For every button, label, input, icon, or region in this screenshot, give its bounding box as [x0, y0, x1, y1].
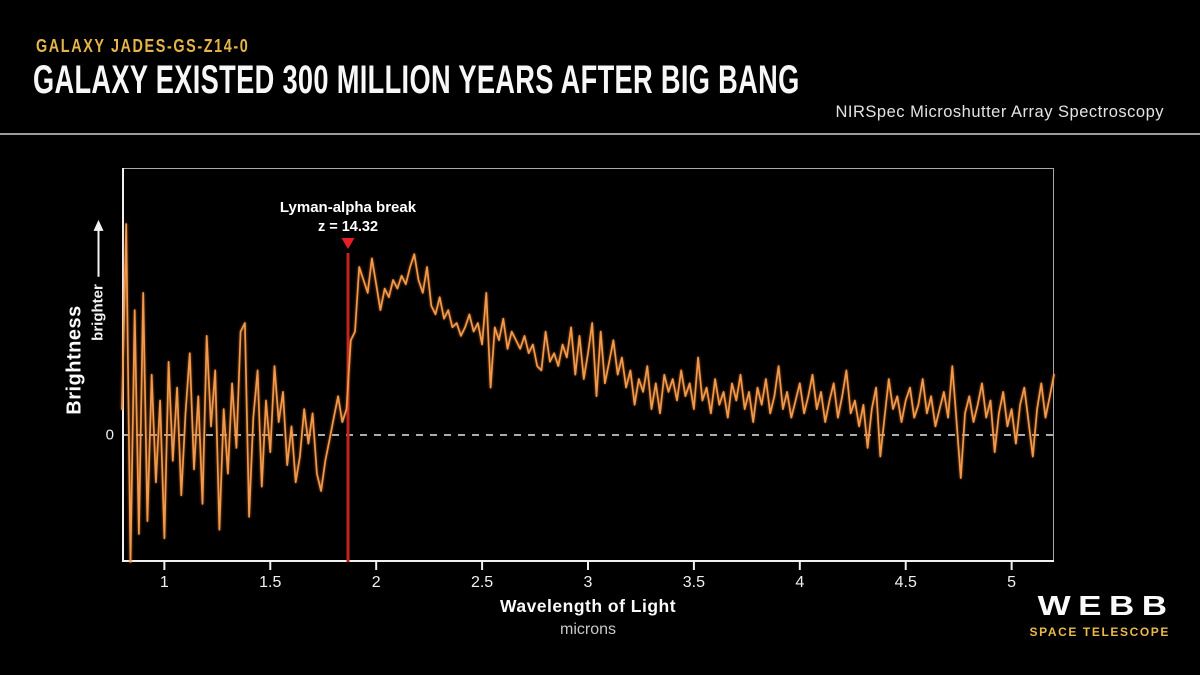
redshift-value-label: z = 14.32 — [317, 218, 379, 235]
y-zero-tick-label: 0 — [105, 426, 114, 444]
spectrum-chart: 1 1.5 2 2.5 3 3.5 4 4.5 5 — [121, 168, 1055, 591]
page-title: GALAXY EXISTED 300 MILLION YEARS AFTER B… — [33, 58, 1160, 103]
x-tick-label: 2 — [372, 574, 381, 591]
galaxy-name-text: GALAXY JADES-GS-Z14-0 — [36, 36, 250, 56]
x-axis-title: Wavelength of Light — [499, 596, 677, 616]
page-title-text: GALAXY EXISTED 300 MILLION YEARS AFTER B… — [33, 58, 800, 102]
webb-logo-title: WEBB — [1038, 590, 1175, 621]
brighter-direction-label: brighter — [90, 219, 107, 341]
brighter-text: brighter — [89, 284, 107, 341]
x-tick-label: 4 — [795, 574, 804, 591]
header-divider — [0, 133, 1200, 135]
x-tick-label: 3.5 — [683, 574, 705, 591]
lyman-break-marker-triangle-icon — [341, 238, 355, 249]
x-axis-unit-label: microns — [559, 621, 616, 638]
x-tick-label: 1 — [160, 574, 169, 591]
x-tick-label: 4.5 — [895, 574, 917, 591]
galaxy-name-eyebrow: GALAXY JADES-GS-Z14-0 — [36, 36, 303, 57]
instrument-label: NIRSpec Microshutter Array Spectroscopy — [835, 103, 1164, 121]
plot-border — [122, 168, 1054, 562]
spectrum-line — [121, 223, 1055, 563]
lyman-break-label: Lyman-alpha break — [279, 199, 417, 216]
x-tick-label: 1.5 — [259, 574, 281, 591]
up-arrow-icon — [93, 220, 103, 278]
x-tick-label: 5 — [1007, 574, 1016, 591]
x-tick-label: 2.5 — [471, 574, 493, 591]
webb-logo: WEBB SPACE TELESCOPE — [1030, 590, 1170, 639]
x-tick-label: 3 — [584, 574, 593, 591]
lyman-break-annotation: Lyman-alpha break z = 14.32 — [280, 199, 416, 236]
y-axis-title: Brightness — [63, 305, 86, 415]
x-axis-ticks: 1 1.5 2 2.5 3 3.5 4 4.5 5 — [160, 562, 1016, 591]
webb-logo-tagline: SPACE TELESCOPE — [1029, 625, 1170, 639]
